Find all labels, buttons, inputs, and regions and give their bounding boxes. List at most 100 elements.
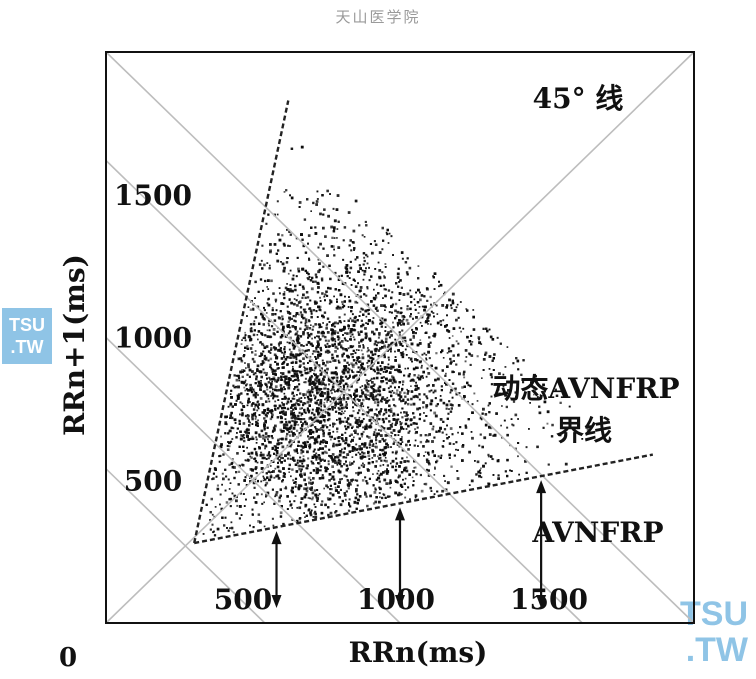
scatter-point <box>274 388 277 392</box>
scatter-point <box>283 392 286 395</box>
scatter-point <box>339 488 342 491</box>
scatter-point <box>340 340 344 343</box>
scatter-point <box>379 322 382 325</box>
scatter-point <box>320 392 323 395</box>
scatter-point <box>350 353 353 356</box>
scatter-point <box>369 379 372 382</box>
scatter-point <box>370 350 373 354</box>
scatter-point <box>405 318 409 322</box>
scatter-point <box>359 395 362 398</box>
scatter-point <box>328 417 331 421</box>
scatter-point <box>371 320 374 323</box>
scatter-point <box>257 384 260 387</box>
scatter-point <box>288 383 290 385</box>
scatter-point <box>351 355 354 359</box>
scatter-point <box>263 306 265 309</box>
scatter-point <box>249 330 253 333</box>
scatter-point <box>317 407 320 410</box>
scatter-point <box>298 411 301 414</box>
scatter-point <box>314 273 318 276</box>
scatter-point <box>270 435 273 438</box>
scatter-point <box>343 386 345 389</box>
scatter-point <box>314 506 317 508</box>
scatter-point <box>264 435 268 439</box>
scatter-point <box>339 478 342 481</box>
scatter-point <box>373 401 377 404</box>
scatter-point <box>383 439 386 443</box>
scatter-point <box>455 340 458 343</box>
scatter-point <box>287 397 290 400</box>
scatter-point <box>240 514 243 516</box>
scatter-point <box>273 346 276 349</box>
scatter-point <box>308 447 311 450</box>
scatter-point <box>406 305 409 308</box>
scatter-point <box>276 367 279 370</box>
scatter-point <box>251 417 254 421</box>
scatter-point <box>426 384 429 388</box>
scatter-point <box>333 382 335 384</box>
scatter-point <box>341 376 344 378</box>
scatter-point <box>418 393 421 396</box>
scatter-point <box>295 275 298 278</box>
scatter-point <box>479 433 482 436</box>
scatter-point <box>341 306 344 309</box>
scatter-point <box>409 498 411 501</box>
scatter-point <box>298 397 301 400</box>
scatter-point <box>233 386 236 389</box>
scatter-point <box>432 391 435 394</box>
scatter-point <box>304 445 307 448</box>
scatter-point <box>359 404 362 408</box>
scatter-point <box>242 381 246 385</box>
scatter-point <box>350 479 352 481</box>
scatter-point <box>245 498 247 501</box>
scatter-point <box>400 471 404 474</box>
scatter-point <box>417 374 420 377</box>
scatter-point <box>255 438 258 441</box>
scatter-point <box>295 408 297 410</box>
scatter-point <box>318 389 321 392</box>
scatter-point <box>400 324 402 326</box>
scatter-point <box>392 442 395 445</box>
scatter-point <box>318 477 322 480</box>
scatter-point <box>402 399 405 402</box>
scatter-point <box>343 406 346 409</box>
scatter-point <box>401 355 405 359</box>
scatter-point <box>322 322 324 324</box>
scatter-point <box>364 332 368 336</box>
scatter-point <box>384 438 387 441</box>
scatter-point <box>246 435 249 438</box>
scatter-point <box>384 318 387 322</box>
scatter-point <box>304 483 307 486</box>
scatter-point <box>325 397 327 400</box>
scatter-point <box>276 395 279 398</box>
scatter-point <box>238 422 241 425</box>
scatter-point <box>314 512 317 516</box>
scatter-point <box>315 467 317 469</box>
scatter-point <box>360 366 363 369</box>
scatter-point <box>489 426 493 430</box>
scatter-point <box>324 364 327 367</box>
scatter-point <box>419 298 422 302</box>
scatter-point <box>436 459 439 462</box>
scatter-point <box>304 402 307 405</box>
scatter-point <box>304 296 307 299</box>
scatter-point <box>284 375 287 378</box>
scatter-point <box>375 296 378 299</box>
scatter-point <box>344 367 347 370</box>
scatter-point <box>377 292 380 295</box>
scatter-point <box>387 363 390 366</box>
scatter-point <box>392 378 396 382</box>
scatter-point <box>291 419 294 423</box>
scatter-point <box>211 478 214 481</box>
scatter-point <box>324 469 328 473</box>
scatter-point <box>292 374 295 378</box>
scatter-point <box>271 413 274 417</box>
scatter-point <box>336 427 339 430</box>
scatter-point <box>312 382 315 385</box>
scatter-point <box>327 339 330 343</box>
scatter-point <box>297 403 300 406</box>
scatter-point <box>350 362 353 365</box>
watermark-left: TSU .TW <box>2 308 52 364</box>
scatter-point <box>238 517 241 520</box>
scatter-point <box>363 273 366 276</box>
